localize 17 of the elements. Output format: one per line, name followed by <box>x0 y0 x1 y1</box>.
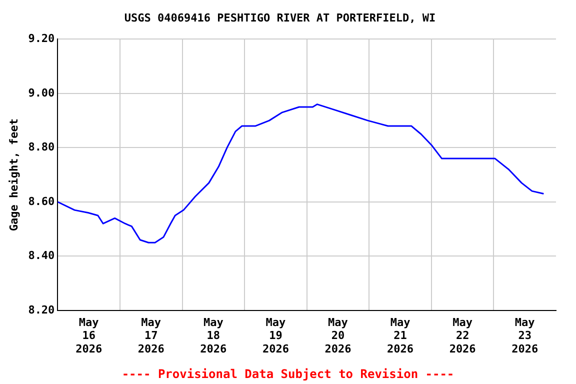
text: ---- Provisional Data Subject to Revision ---- <box>122 367 454 382</box>
x-tick-label: May 22 2026 <box>449 316 476 356</box>
y-tick-label: 8.80 <box>28 140 55 154</box>
x-tick-label: May 16 2026 <box>76 316 102 356</box>
x-tick-label: May 18 2026 <box>200 316 228 356</box>
y-axis-title: Gage height, feet <box>7 118 20 232</box>
y-tick-label: 9.20 <box>28 32 55 46</box>
x-tick-label: May 20 2026 <box>324 316 352 356</box>
x-tick-label: May 21 2026 <box>387 316 414 356</box>
y-tick-label: 9.00 <box>28 86 55 100</box>
chart-title: USGS 04069416 PESHTIGO RIVER AT PORTERFIELD, WI <box>124 11 436 24</box>
x-tick-label: May 19 2026 <box>262 316 290 356</box>
y-tick-label: 8.40 <box>28 249 55 262</box>
x-tick-label: May 17 2026 <box>138 316 165 356</box>
y-tick-label: 8.60 <box>28 194 55 208</box>
y-tick-label: 8.20 <box>28 303 55 316</box>
x-tick-label: May 23 2026 <box>512 316 538 356</box>
